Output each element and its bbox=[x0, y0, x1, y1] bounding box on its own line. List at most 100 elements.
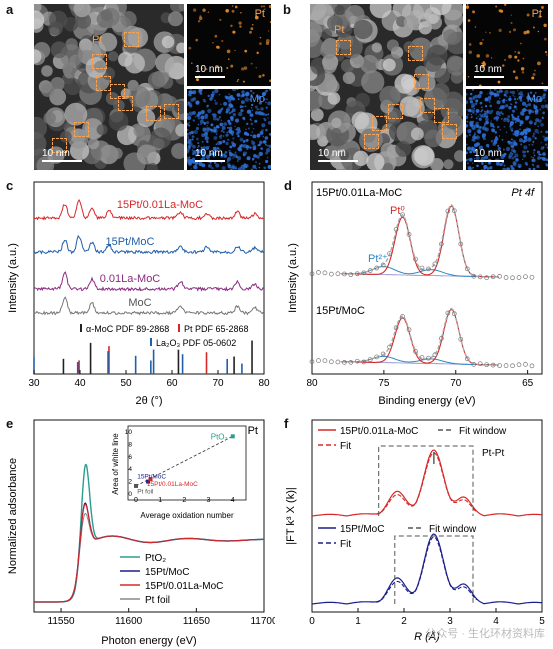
signal-dot bbox=[226, 161, 229, 164]
particle bbox=[150, 127, 172, 149]
signal-dot bbox=[191, 135, 195, 139]
signal-dot bbox=[188, 131, 192, 135]
signal-dot bbox=[219, 136, 222, 140]
signal-dot bbox=[239, 105, 243, 109]
signal-dot bbox=[243, 66, 248, 70]
signal-dot bbox=[220, 161, 223, 164]
signal-dot bbox=[485, 162, 487, 164]
signal-dot bbox=[239, 144, 243, 148]
inset-y-label: Area of white line bbox=[111, 433, 120, 495]
signal-dot bbox=[522, 150, 526, 154]
signal-dot bbox=[254, 15, 259, 20]
signal-dot bbox=[515, 158, 519, 162]
signal-dot bbox=[502, 167, 507, 170]
particle bbox=[41, 65, 53, 77]
signal-dot bbox=[193, 129, 198, 135]
fit-window bbox=[378, 445, 474, 516]
signal-dot bbox=[467, 19, 471, 22]
particle bbox=[353, 19, 373, 40]
signal-dot bbox=[520, 112, 525, 116]
signal-dot bbox=[252, 164, 257, 169]
signal-dot bbox=[262, 136, 265, 138]
particle bbox=[34, 10, 45, 30]
signal-dot bbox=[239, 25, 242, 28]
signal-dot bbox=[503, 117, 507, 120]
pt-site-box bbox=[336, 40, 351, 55]
signal-dot bbox=[235, 131, 240, 136]
series-label: 15Pt/MoC bbox=[106, 236, 155, 248]
signal-dot bbox=[215, 143, 218, 146]
particle bbox=[98, 32, 118, 52]
panel-label-a: a bbox=[6, 2, 14, 17]
signal-dot bbox=[537, 30, 540, 33]
signal-dot bbox=[543, 37, 547, 41]
signal-dot bbox=[534, 98, 539, 103]
signal-dot bbox=[231, 5, 234, 7]
signal-dot bbox=[540, 104, 545, 109]
signal-dot bbox=[512, 70, 516, 73]
signal-dot bbox=[249, 118, 252, 121]
signal-dot bbox=[475, 113, 478, 115]
signal-dot bbox=[468, 43, 472, 46]
data-point bbox=[367, 357, 373, 362]
signal-dot bbox=[223, 122, 228, 126]
signal-dot bbox=[192, 90, 197, 95]
ft-line bbox=[311, 449, 543, 517]
signal-dot bbox=[213, 129, 217, 133]
signal-dot bbox=[541, 5, 544, 9]
signal-dot bbox=[501, 112, 504, 115]
signal-dot bbox=[232, 157, 234, 159]
signal-dot bbox=[190, 130, 194, 135]
inset-point-label: 15Pt/0.01La-MoC bbox=[147, 481, 198, 488]
pt-site-box bbox=[110, 84, 125, 99]
signal-dot bbox=[530, 156, 532, 158]
signal-dot bbox=[226, 66, 229, 70]
signal-dot bbox=[505, 99, 508, 102]
signal-dot bbox=[490, 120, 492, 122]
signal-dot bbox=[525, 128, 530, 133]
signal-dot bbox=[467, 75, 470, 78]
pt-site-box bbox=[92, 54, 107, 69]
signal-dot bbox=[228, 149, 231, 152]
signal-dot bbox=[510, 14, 513, 16]
data-point bbox=[490, 362, 496, 368]
signal-dot bbox=[261, 129, 264, 132]
signal-dot bbox=[509, 102, 512, 105]
signal-dot bbox=[500, 90, 503, 93]
tem-pt-label: Pt bbox=[92, 34, 103, 46]
tick-label: 70 bbox=[450, 378, 462, 389]
inset-point-label: Pt foil bbox=[137, 489, 154, 496]
signal-dot bbox=[226, 131, 229, 134]
data-point bbox=[335, 271, 341, 277]
x-ticks: 11550 11600 11650 11700 bbox=[48, 608, 275, 627]
scale-text: 10 nm bbox=[474, 64, 502, 75]
legend: PtO₂ 15Pt/MoC 15Pt/0.01La-MoC Pt foil bbox=[120, 553, 223, 606]
data-point bbox=[445, 208, 451, 214]
signal-dot bbox=[523, 145, 528, 150]
particle bbox=[444, 9, 463, 29]
signal-dot bbox=[188, 158, 193, 164]
signal-dot bbox=[542, 157, 546, 161]
particle bbox=[327, 15, 343, 32]
signal-dot bbox=[242, 80, 245, 83]
data-point bbox=[516, 362, 522, 368]
signal-dot bbox=[499, 111, 503, 114]
signal-dot bbox=[534, 69, 536, 72]
signal-dot bbox=[214, 101, 218, 105]
signal-dot bbox=[512, 139, 517, 144]
signal-dot bbox=[214, 99, 217, 102]
data-point bbox=[426, 355, 431, 361]
data-point bbox=[393, 226, 399, 232]
pt-site-box bbox=[414, 74, 429, 89]
signal-dot bbox=[517, 115, 520, 118]
signal-dot bbox=[470, 105, 475, 109]
signal-dot bbox=[265, 41, 270, 45]
signal-dot bbox=[256, 133, 261, 138]
signal-dot bbox=[519, 99, 523, 102]
particle bbox=[321, 28, 333, 40]
signal-dot bbox=[531, 163, 534, 166]
signal-dot bbox=[201, 133, 206, 138]
signal-dot bbox=[231, 134, 234, 136]
haadf-image-b: Pt 10 nm bbox=[310, 4, 463, 170]
data-point bbox=[529, 274, 535, 280]
